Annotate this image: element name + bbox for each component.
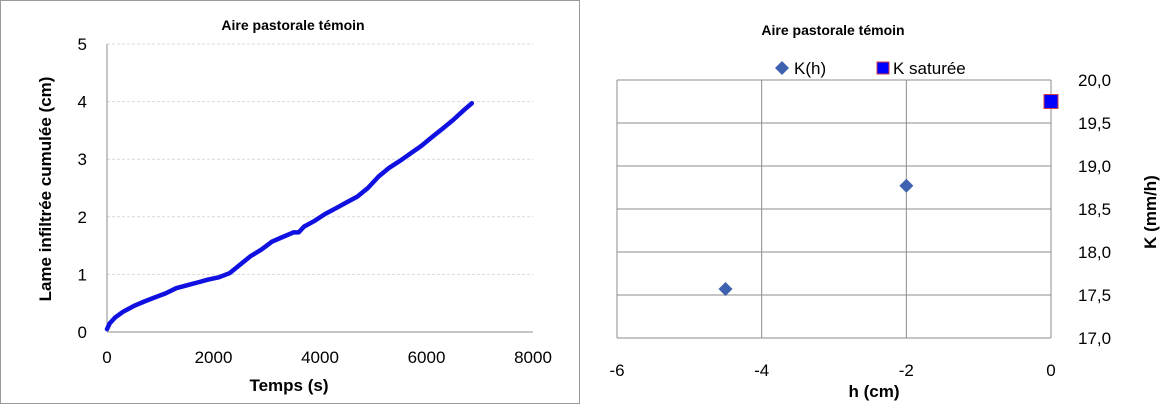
series-line-infiltration <box>104 101 475 332</box>
grid-lines <box>107 43 533 275</box>
ksat-point <box>1043 94 1059 109</box>
x-tick-label: 6000 <box>408 348 446 367</box>
y-axis-label: K (mm/h) <box>1141 175 1160 249</box>
y-tick-label: 4 <box>78 93 87 112</box>
legend-square-icon <box>876 61 890 75</box>
chart-title: Aire pastorale témoin <box>221 17 364 33</box>
x-tick-label: 4000 <box>301 348 339 367</box>
axes <box>106 44 533 333</box>
kh-point <box>899 178 914 193</box>
x-axis-label: Temps (s) <box>249 376 328 395</box>
y-tick-label: 1 <box>78 265 87 284</box>
y-axis-label: Lame infiltrée cumulée (cm) <box>36 77 55 302</box>
x-axis-label: h (cm) <box>849 382 900 401</box>
kh-point <box>718 281 733 296</box>
series <box>104 101 475 332</box>
tick-labels: 17,0 17,5 18,0 18,5 19,0 19,5 20,0 -6 -4 -2 0 <box>609 71 1111 380</box>
x-tick-label: 0 <box>102 348 111 367</box>
y-tick-label: 19,5 <box>1078 114 1111 133</box>
y-tick-label: 17,0 <box>1078 329 1111 348</box>
tick-labels: 0 1 2 3 4 5 0 2000 4000 6000 8000 <box>78 35 552 367</box>
legend-diamond-icon <box>775 61 789 75</box>
y-tick-label: 18,5 <box>1078 200 1111 219</box>
x-tick-label: -6 <box>609 361 624 380</box>
y-tick-label: 0 <box>78 323 87 342</box>
series <box>718 94 1059 296</box>
conductivity-chart: Aire pastorale témoin K(h) K saturée 17,… <box>583 0 1167 405</box>
legend-label-ksat: K saturée <box>893 59 966 78</box>
chart-border <box>0 0 580 404</box>
y-tick-label: 17,5 <box>1078 286 1111 305</box>
legend: K(h) K saturée <box>775 59 966 78</box>
y-tick-label: 3 <box>78 150 87 169</box>
x-tick-label: 2000 <box>195 348 233 367</box>
infiltration-chart: Aire pastorale témoin 0 1 2 3 4 5 0 2000 4000 600… <box>0 0 581 405</box>
x-tick-label: -4 <box>754 361 769 380</box>
x-tick-label: -2 <box>899 361 914 380</box>
y-tick-label: 18,0 <box>1078 243 1111 262</box>
y-tick-label: 5 <box>78 35 87 54</box>
y-tick-label: 2 <box>78 208 87 227</box>
x-tick-label: 0 <box>1046 361 1055 380</box>
conductivity-chart-svg: Aire pastorale témoin K(h) K saturée 17,… <box>609 22 1160 401</box>
grid-lines <box>616 79 1052 339</box>
x-tick-label: 8000 <box>514 348 552 367</box>
infiltration-chart-svg: Aire pastorale témoin 0 1 2 3 4 5 0 2000 4000 600… <box>0 0 580 404</box>
y-tick-label: 19,0 <box>1078 157 1111 176</box>
y-tick-label: 20,0 <box>1078 71 1111 90</box>
legend-label-kh: K(h) <box>794 59 826 78</box>
chart-title: Aire pastorale témoin <box>761 22 904 38</box>
